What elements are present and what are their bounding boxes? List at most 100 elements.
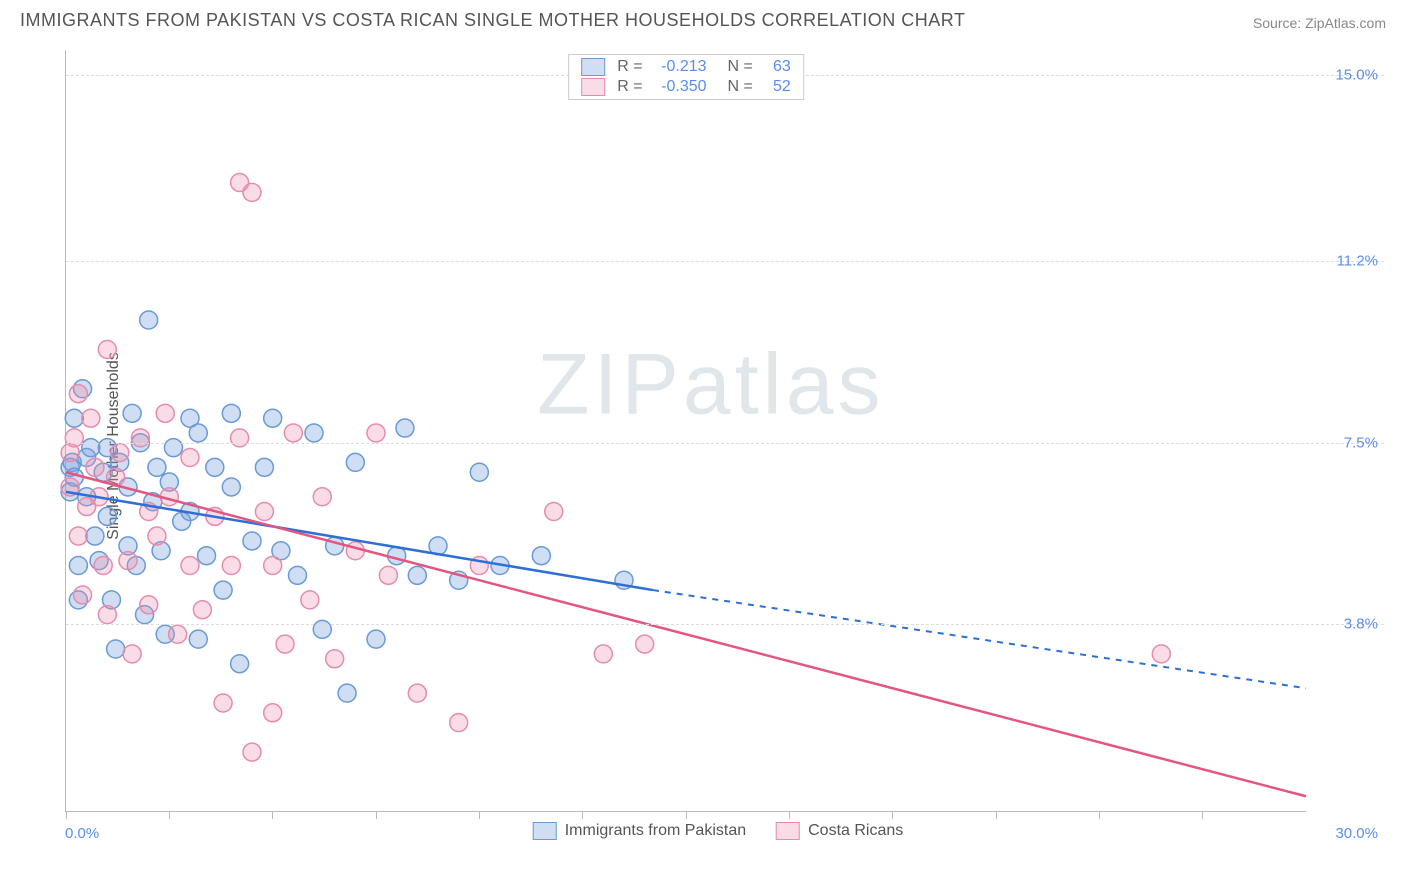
legend-row-1: R = -0.213 N = 63 bbox=[569, 57, 803, 77]
data-point bbox=[198, 547, 216, 565]
data-point bbox=[94, 557, 112, 575]
y-tick-label: 7.5% bbox=[1344, 434, 1378, 451]
data-point bbox=[264, 557, 282, 575]
n-label: N = bbox=[719, 58, 753, 76]
y-tick-label: 3.8% bbox=[1344, 616, 1378, 633]
data-point bbox=[288, 566, 306, 584]
data-point bbox=[255, 503, 273, 521]
x-axis-max-label: 30.0% bbox=[1335, 825, 1378, 842]
data-point bbox=[98, 340, 116, 358]
legend-item-2: Costa Ricans bbox=[776, 822, 903, 840]
data-point bbox=[264, 704, 282, 722]
series-name-1: Immigrants from Pakistan bbox=[565, 822, 746, 840]
data-point bbox=[545, 503, 563, 521]
swatch-bottom-2 bbox=[776, 822, 800, 840]
data-point bbox=[243, 532, 261, 550]
data-point bbox=[82, 439, 100, 457]
r-label: R = bbox=[617, 58, 642, 76]
data-point bbox=[1152, 645, 1170, 663]
data-point bbox=[338, 684, 356, 702]
data-point bbox=[313, 488, 331, 506]
data-point bbox=[123, 404, 141, 422]
n-value-2: 52 bbox=[761, 78, 791, 96]
data-point bbox=[313, 620, 331, 638]
data-point bbox=[367, 424, 385, 442]
data-point bbox=[123, 645, 141, 663]
data-point bbox=[264, 409, 282, 427]
data-point bbox=[532, 547, 550, 565]
data-point bbox=[111, 444, 129, 462]
x-axis-min-label: 0.0% bbox=[65, 825, 99, 842]
r-value-2: -0.350 bbox=[651, 78, 707, 96]
chart-title: IMMIGRANTS FROM PAKISTAN VS COSTA RICAN … bbox=[20, 10, 965, 31]
data-point bbox=[74, 586, 92, 604]
legend-row-2: R = -0.350 N = 52 bbox=[569, 77, 803, 97]
data-point bbox=[164, 439, 182, 457]
data-point bbox=[140, 596, 158, 614]
data-point bbox=[98, 606, 116, 624]
data-point bbox=[148, 458, 166, 476]
plot-area: ZIPatlas R = -0.213 N = 63 R = -0.350 N … bbox=[65, 50, 1306, 812]
data-point bbox=[69, 527, 87, 545]
r-label: R = bbox=[617, 78, 642, 96]
data-point bbox=[69, 385, 87, 403]
chart-container: Single Mother Households ZIPatlas R = -0… bbox=[50, 50, 1386, 842]
data-point bbox=[107, 640, 125, 658]
data-point bbox=[346, 542, 364, 560]
data-point bbox=[222, 557, 240, 575]
data-point bbox=[82, 409, 100, 427]
data-point bbox=[396, 419, 414, 437]
r-value-1: -0.213 bbox=[651, 58, 707, 76]
data-point bbox=[367, 630, 385, 648]
data-point bbox=[408, 684, 426, 702]
data-point bbox=[119, 552, 137, 570]
data-point bbox=[222, 404, 240, 422]
data-point bbox=[636, 635, 654, 653]
plot-svg bbox=[66, 50, 1306, 811]
data-point bbox=[231, 429, 249, 447]
data-point bbox=[214, 581, 232, 599]
data-point bbox=[379, 566, 397, 584]
data-point bbox=[65, 409, 83, 427]
source-attribution: Source: ZipAtlas.com bbox=[1253, 15, 1386, 31]
data-point bbox=[255, 458, 273, 476]
data-point bbox=[69, 557, 87, 575]
data-point bbox=[148, 527, 166, 545]
data-point bbox=[189, 630, 207, 648]
series-name-2: Costa Ricans bbox=[808, 822, 903, 840]
data-point bbox=[206, 458, 224, 476]
data-point bbox=[243, 183, 261, 201]
data-point bbox=[231, 655, 249, 673]
data-point bbox=[326, 650, 344, 668]
trend-line-extrapolated bbox=[653, 590, 1306, 688]
data-point bbox=[98, 507, 116, 525]
data-point bbox=[301, 591, 319, 609]
data-point bbox=[189, 424, 207, 442]
data-point bbox=[450, 714, 468, 732]
data-point bbox=[86, 458, 104, 476]
data-point bbox=[346, 453, 364, 471]
y-tick-label: 11.2% bbox=[1337, 253, 1378, 270]
data-point bbox=[470, 463, 488, 481]
data-point bbox=[193, 601, 211, 619]
data-point bbox=[276, 635, 294, 653]
data-point bbox=[65, 429, 83, 447]
data-point bbox=[243, 743, 261, 761]
n-label: N = bbox=[719, 78, 753, 96]
data-point bbox=[181, 557, 199, 575]
data-point bbox=[156, 404, 174, 422]
legend-stats: R = -0.213 N = 63 R = -0.350 N = 52 bbox=[568, 54, 804, 100]
data-point bbox=[284, 424, 302, 442]
data-point bbox=[131, 429, 149, 447]
legend-bottom: Immigrants from Pakistan Costa Ricans bbox=[533, 822, 904, 840]
data-point bbox=[140, 311, 158, 329]
data-point bbox=[594, 645, 612, 663]
n-value-1: 63 bbox=[761, 58, 791, 76]
swatch-series-2 bbox=[581, 78, 605, 96]
data-point bbox=[169, 625, 187, 643]
y-tick-label: 15.0% bbox=[1335, 66, 1378, 83]
data-point bbox=[408, 566, 426, 584]
data-point bbox=[305, 424, 323, 442]
swatch-series-1 bbox=[581, 58, 605, 76]
swatch-bottom-1 bbox=[533, 822, 557, 840]
